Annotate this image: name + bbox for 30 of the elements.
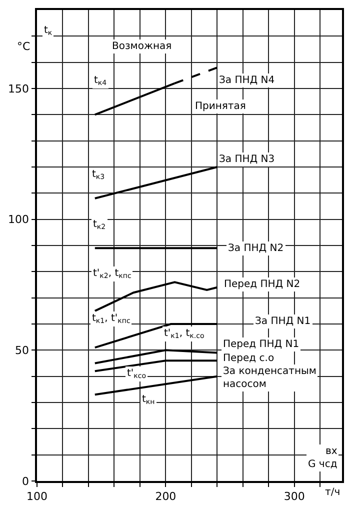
annotation: t$_{к4}$ — [94, 75, 108, 88]
annotation: За ПНД N3 — [219, 154, 275, 165]
annotation: Перед с.о — [223, 353, 274, 364]
annotation: За ПНД N4 — [219, 75, 275, 86]
annotation: t$_{к3}$ — [92, 169, 105, 182]
annotation: Принятая — [195, 101, 246, 112]
annotation: Перед ПНД N2 — [224, 279, 300, 290]
text: т/ч — [325, 487, 340, 498]
annotation: За ПНД N2 — [228, 243, 284, 254]
line-series — [94, 281, 218, 312]
y-tick-label: 50 — [15, 344, 30, 358]
x-tick-label: 200 — [155, 490, 176, 503]
annotation: t'$_{к2}$, t$_{кпс}$ — [93, 268, 132, 280]
y-axis-title: °C — [17, 40, 30, 53]
annotation: t'$_{к1}$, t$_{к.со}$ — [164, 328, 204, 340]
x-tick-label: 300 — [284, 490, 305, 503]
annotation: t$_{к}$ — [44, 25, 52, 38]
annotation: t$_{кн}$ — [142, 394, 155, 406]
annotation: За конденсатным насосом — [223, 366, 316, 390]
y-tick-label: 100 — [8, 213, 30, 226]
annotation: t$_{к1}$, t'$_{кпс}$ — [92, 313, 130, 326]
annotation: t'$_{ксо}$ — [127, 368, 146, 380]
annotation: Перед ПНД N1 — [223, 339, 300, 350]
x-tick-label: 100 — [26, 490, 48, 503]
y-tick-label: 150 — [8, 82, 30, 96]
y-tick-label: 0 — [22, 474, 30, 488]
annotation: За ПНД N1 — [255, 316, 311, 327]
annotation: t$_{к2}$ — [93, 219, 106, 232]
annotation: Возможная — [112, 41, 172, 52]
x-axis-title: вх G чсд — [308, 446, 338, 470]
